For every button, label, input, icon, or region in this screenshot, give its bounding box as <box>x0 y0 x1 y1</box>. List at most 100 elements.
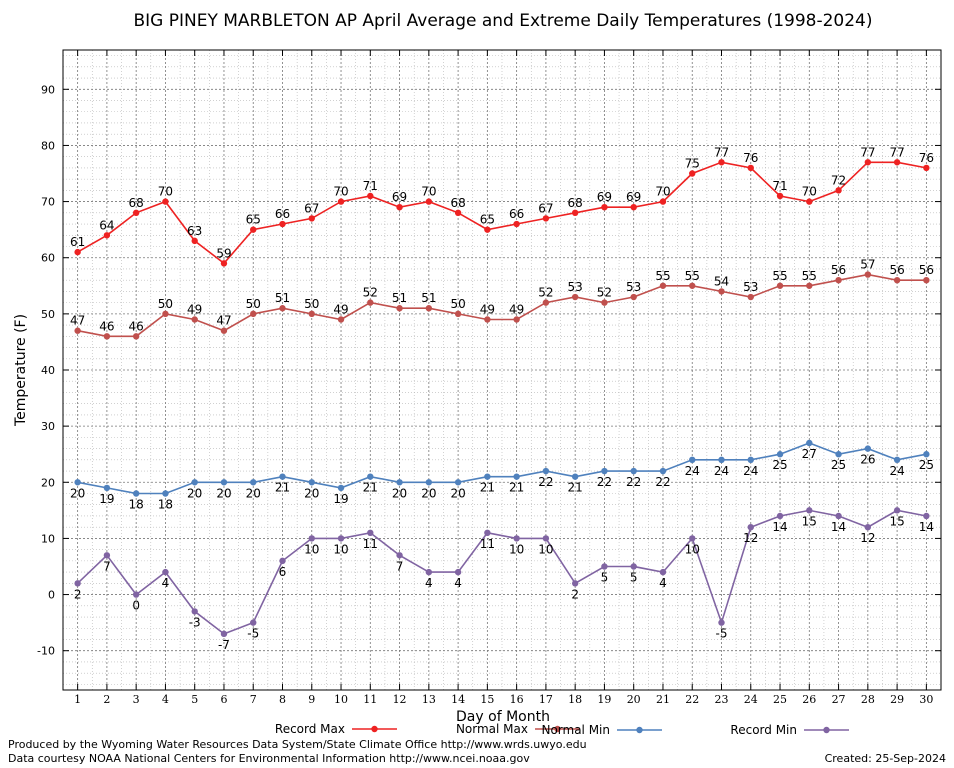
normal-min-point <box>776 451 784 458</box>
record-max-point <box>308 215 315 222</box>
normal-min-data-label: 26 <box>860 453 875 467</box>
normal-min-data-label: 24 <box>714 464 729 478</box>
record-max-point <box>747 164 754 172</box>
legend-label-record-max: Record Max <box>275 722 345 736</box>
normal-min-point <box>659 467 667 475</box>
normal-max-data-label: 49 <box>333 302 348 316</box>
record-min-point <box>601 563 608 570</box>
normal-min-point <box>250 479 257 486</box>
record-max-point <box>601 203 608 211</box>
record-max-point <box>893 159 901 166</box>
normal-max-data-label: 56 <box>919 263 934 277</box>
record-max-point <box>835 187 842 194</box>
record-max-point <box>864 159 872 166</box>
y-axis-label: Temperature (F) <box>13 314 29 427</box>
record-min-point <box>396 552 403 559</box>
x-tick-label: 13 <box>422 693 436 706</box>
x-tick-label: 2 <box>103 693 110 706</box>
record-max-data-label: 66 <box>275 207 290 221</box>
legend-label-normal-max: Normal Max <box>456 722 528 736</box>
record-min-data-label: 10 <box>304 542 319 556</box>
record-max-point <box>250 226 257 233</box>
normal-min-point <box>806 439 813 447</box>
x-tick-label: 30 <box>919 693 933 706</box>
normal-min-data-label: 20 <box>304 486 319 500</box>
normal-min-point <box>484 473 491 480</box>
normal-min-point <box>513 473 520 480</box>
normal-min-data-label: 18 <box>129 498 144 512</box>
record-min-point <box>571 580 579 587</box>
record-max-data-label: 77 <box>889 145 904 159</box>
normal-max-data-label: 53 <box>626 280 641 294</box>
normal-max-data-label: 54 <box>714 274 729 288</box>
record-max-data-label: 67 <box>538 201 553 215</box>
normal-min-data-label: 22 <box>597 475 612 489</box>
record-max-point <box>923 164 930 172</box>
x-tick-label: 27 <box>832 693 846 706</box>
record-min-data-label: 4 <box>454 576 462 590</box>
normal-max-point <box>367 299 374 306</box>
record-max-data-label: 65 <box>246 213 261 227</box>
record-max-point <box>484 226 491 233</box>
normal-max-point <box>220 327 228 334</box>
normal-max-point <box>542 299 550 306</box>
x-tick-label: 4 <box>162 693 169 706</box>
record-max-point <box>279 220 286 228</box>
normal-max-data-label: 55 <box>772 269 787 283</box>
record-max-data-label: 71 <box>363 179 378 193</box>
record-min-point <box>162 568 169 576</box>
y-tick-label: 0 <box>48 589 55 602</box>
record-min-data-label: 10 <box>509 542 524 556</box>
normal-max-point <box>250 310 257 318</box>
normal-max-data-label: 55 <box>685 269 700 283</box>
record-min-point <box>806 507 813 514</box>
x-tick-label: 25 <box>773 693 787 706</box>
record-min-point <box>689 535 696 542</box>
record-min-data-label: 5 <box>630 570 638 584</box>
record-max-data-label: 76 <box>743 151 758 165</box>
record-min-point <box>542 535 550 542</box>
normal-max-data-label: 49 <box>187 302 202 316</box>
x-tick-label: 16 <box>510 693 524 706</box>
record-max-point <box>571 209 579 217</box>
normal-min-data-label: 25 <box>831 458 846 472</box>
record-max-data-label: 61 <box>70 235 85 249</box>
y-tick-label: 40 <box>41 364 55 377</box>
normal-max-point <box>718 288 725 295</box>
normal-max-data-label: 46 <box>129 319 144 333</box>
normal-max-point <box>923 276 930 284</box>
footer-created-date: Created: 25-Sep-2024 <box>824 752 946 765</box>
x-tick-label: 6 <box>220 693 227 706</box>
record-max-data-label: 69 <box>626 190 641 204</box>
record-max-data-label: 70 <box>333 185 348 199</box>
normal-min-data-label: 18 <box>158 498 173 512</box>
record-min-point <box>191 608 198 615</box>
x-tick-label: 9 <box>308 693 315 706</box>
x-tick-label: 7 <box>250 693 257 706</box>
normal-min-data-label: 24 <box>743 464 758 478</box>
normal-min-data-label: 20 <box>187 486 202 500</box>
record-max-point <box>689 170 696 177</box>
record-max-data-label: 75 <box>685 157 700 171</box>
normal-max-point <box>337 316 345 323</box>
y-tick-label: 50 <box>41 308 55 321</box>
normal-min-point <box>923 451 930 458</box>
x-tick-label: 11 <box>363 693 377 706</box>
record-min-data-label: 12 <box>743 531 758 545</box>
record-min-data-label: 14 <box>919 520 934 534</box>
normal-min-point <box>337 484 345 492</box>
normal-min-data-label: 21 <box>275 481 290 495</box>
normal-max-point <box>893 276 901 284</box>
record-max-point <box>367 192 374 200</box>
record-max-data-label: 70 <box>655 185 670 199</box>
record-max-data-label: 77 <box>714 145 729 159</box>
normal-max-data-label: 47 <box>216 314 231 328</box>
normal-max-data-label: 50 <box>158 297 173 311</box>
normal-min-point <box>191 479 198 486</box>
legend-marker-record-max <box>371 725 378 733</box>
record-min-point <box>454 568 462 576</box>
footer-produced-by: Produced by the Wyoming Water Resources … <box>8 738 587 751</box>
normal-min-point <box>893 456 901 464</box>
record-min-data-label: 2 <box>74 587 82 601</box>
